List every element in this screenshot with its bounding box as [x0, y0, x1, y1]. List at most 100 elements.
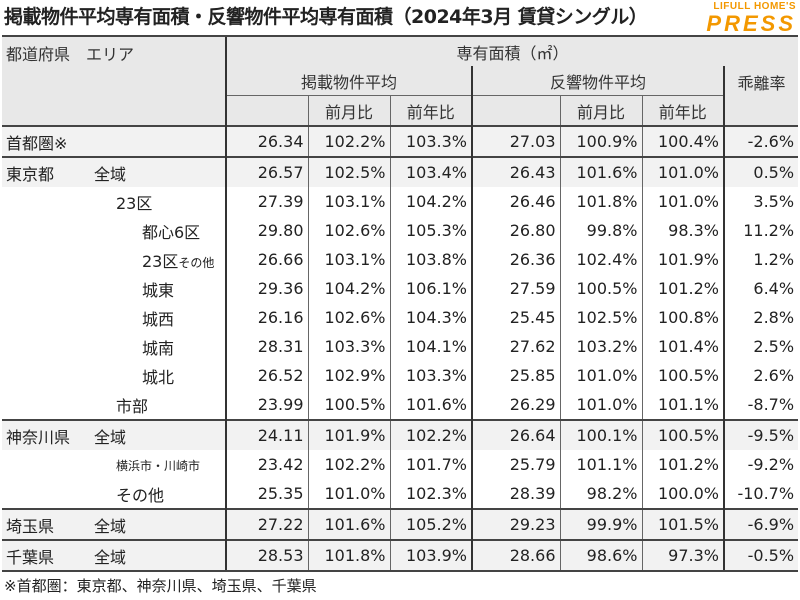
- row-response-yoy: 100.5%: [641, 361, 724, 390]
- row-area: その他: [116, 485, 165, 505]
- row-response-yoy: 100.0%: [641, 479, 724, 509]
- row-response-yoy: 100.4%: [641, 125, 724, 157]
- row-listed-mom: 102.5%: [307, 156, 390, 187]
- row-listed-yoy: 104.2%: [389, 187, 472, 216]
- row-listed-yoy: 102.3%: [389, 479, 472, 509]
- footnote: ※首都圏：東京都、神奈川県、埼玉県、千葉県: [4, 577, 317, 595]
- table-row: 首都圏※ 26.34 102.2% 103.3% 27.03 100.9% 100.4% -2…: [2, 125, 799, 157]
- row-response-mom: 102.4%: [559, 245, 642, 274]
- row-response-area: 26.64: [471, 419, 560, 450]
- row-divergence: -8.7%: [722, 390, 799, 420]
- row-listed-mom: 103.1%: [307, 245, 390, 274]
- row-area: 23区: [116, 193, 153, 213]
- row-pref-area: その他: [2, 479, 226, 509]
- table-row: 城北 26.52 102.9% 103.3% 25.85 101.0% 100.5% 2.6%: [2, 361, 799, 390]
- row-listed-yoy: 102.2%: [389, 419, 472, 450]
- row-response-mom: 101.0%: [559, 361, 642, 390]
- row-pref-area: 城西: [2, 303, 226, 332]
- row-area: 全域: [94, 547, 127, 567]
- row-divergence: 11.2%: [722, 216, 799, 245]
- table-row: 埼玉県 全域 27.22 101.6% 105.2% 29.23 99.9% 101.5% -6…: [2, 508, 799, 540]
- row-divergence: 6.4%: [722, 274, 799, 303]
- row-listed-area: 29.80: [225, 216, 308, 245]
- row-divergence: -9.5%: [722, 419, 799, 450]
- row-pref: 首都圏※: [6, 133, 68, 153]
- header-response-mom: 前月比: [559, 95, 642, 126]
- row-response-mom: 99.9%: [559, 508, 642, 540]
- row-response-yoy: 101.9%: [641, 245, 724, 274]
- row-pref: 千葉県: [6, 547, 55, 567]
- table-row: 神奈川県 全域 24.11 101.9% 102.2% 26.64 100.1% 100.5%…: [2, 419, 799, 450]
- row-response-area: 25.45: [471, 303, 560, 332]
- row-response-mom: 103.2%: [559, 332, 642, 361]
- row-listed-yoy: 101.7%: [389, 450, 472, 479]
- row-response-area: 26.80: [471, 216, 560, 245]
- row-area: 城北: [142, 367, 175, 387]
- table-row: 東京都 全域 26.57 102.5% 103.4% 26.43 101.6% 101.0% 0…: [2, 156, 799, 187]
- row-listed-mom: 100.5%: [307, 390, 390, 420]
- row-response-mom: 100.5%: [559, 274, 642, 303]
- row-listed-mom: 102.6%: [307, 216, 390, 245]
- row-response-yoy: 101.2%: [641, 274, 724, 303]
- row-response-mom: 102.5%: [559, 303, 642, 332]
- row-response-mom: 101.6%: [559, 156, 642, 187]
- row-pref: 東京都: [6, 164, 55, 184]
- header-row-3: 前月比 前年比 前月比 前年比: [2, 95, 798, 126]
- row-area: 市部: [116, 396, 149, 416]
- header-listed-avg: 掲載物件平均: [225, 66, 472, 96]
- row-area: 全域: [94, 427, 127, 447]
- table-row: 城南 28.31 103.3% 104.1% 27.62 103.2% 101.4% 2.5%: [2, 332, 799, 361]
- header-listed-mom: 前月比: [307, 95, 390, 126]
- row-listed-mom: 102.6%: [307, 303, 390, 332]
- header-pref-area: 都道府県 エリア: [2, 35, 226, 126]
- row-response-mom: 100.9%: [559, 125, 642, 157]
- row-response-area: 29.23: [471, 508, 560, 540]
- row-listed-area: 28.31: [225, 332, 308, 361]
- table-row: 23区その他 26.66 103.1% 103.8% 26.36 102.4% 101.9%…: [2, 245, 799, 274]
- row-response-yoy: 98.3%: [641, 216, 724, 245]
- row-pref-area: 城南: [2, 332, 226, 361]
- header-row-2: 掲載物件平均 反響物件平均 乖離率: [2, 66, 799, 126]
- row-listed-mom: 101.8%: [307, 539, 390, 572]
- row-response-mom: 101.0%: [559, 390, 642, 420]
- row-response-mom: 98.2%: [559, 479, 642, 509]
- row-area: 城西: [142, 309, 175, 329]
- row-listed-yoy: 101.6%: [389, 390, 472, 420]
- row-listed-yoy: 103.9%: [389, 539, 472, 572]
- row-pref-area: 市部: [2, 390, 226, 420]
- row-response-yoy: 101.5%: [641, 508, 724, 540]
- row-listed-yoy: 103.4%: [389, 156, 472, 187]
- row-listed-area: 26.52: [225, 361, 308, 390]
- row-response-area: 27.62: [471, 332, 560, 361]
- row-divergence: -2.6%: [722, 125, 799, 157]
- row-divergence: -6.9%: [722, 508, 799, 540]
- row-area: 全域: [94, 164, 127, 184]
- row-listed-mom: 102.9%: [307, 361, 390, 390]
- row-area: 23区: [142, 251, 179, 271]
- table-row: 横浜市・川崎市 23.42 102.2% 101.7% 25.79 101.1% 101.2…: [2, 450, 799, 479]
- row-divergence: -9.2%: [722, 450, 799, 479]
- row-divergence: 2.8%: [722, 303, 799, 332]
- row-area: 城東: [142, 280, 175, 300]
- area-table: 都道府県 エリア 専有面積（㎡） 掲載物件平均 反響物件平均 乖離率 前月比 前…: [2, 35, 799, 572]
- table-row: 城西 26.16 102.6% 104.3% 25.45 102.5% 100.8% 2.8%: [2, 303, 799, 332]
- row-divergence: 2.5%: [722, 332, 799, 361]
- row-response-mom: 101.1%: [559, 450, 642, 479]
- row-response-area: 27.59: [471, 274, 560, 303]
- row-pref-area: 東京都 全域: [2, 156, 226, 187]
- header-listed-yoy: 前年比: [389, 95, 472, 126]
- row-area: 城南: [142, 338, 175, 358]
- row-response-mom: 100.1%: [559, 419, 642, 450]
- row-pref-area: 城北: [2, 361, 226, 390]
- row-response-yoy: 101.4%: [641, 332, 724, 361]
- row-listed-mom: 104.2%: [307, 274, 390, 303]
- row-listed-area: 26.16: [225, 303, 308, 332]
- row-pref: 埼玉県: [6, 516, 55, 536]
- row-response-yoy: 101.1%: [641, 390, 724, 420]
- row-response-yoy: 100.8%: [641, 303, 724, 332]
- row-listed-yoy: 105.3%: [389, 216, 472, 245]
- row-area: 横浜市・川崎市: [116, 459, 201, 473]
- row-listed-area: 29.36: [225, 274, 308, 303]
- row-response-area: 26.46: [471, 187, 560, 216]
- row-listed-area: 26.34: [225, 125, 308, 157]
